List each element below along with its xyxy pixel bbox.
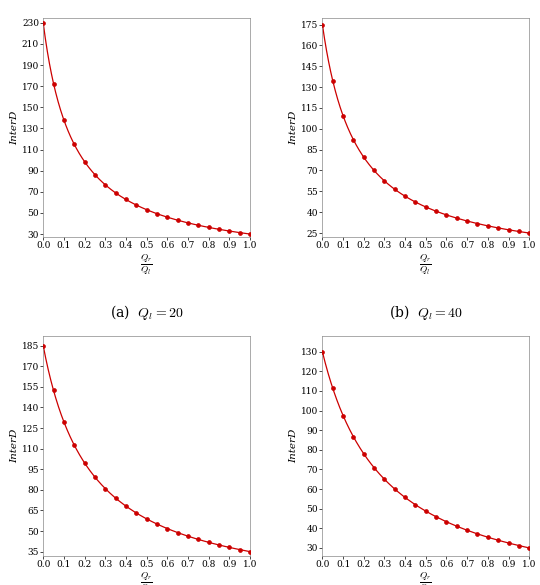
X-axis label: $\frac{Q_r}{Q_l}$: $\frac{Q_r}{Q_l}$ (140, 252, 153, 277)
Y-axis label: InterD: InterD (289, 110, 298, 144)
Text: (b)  $Q_l = 40$: (b) $Q_l = 40$ (389, 303, 463, 322)
X-axis label: $\frac{Q_r}{Q_l}$: $\frac{Q_r}{Q_l}$ (420, 570, 432, 585)
X-axis label: $\frac{Q_r}{Q_l}$: $\frac{Q_r}{Q_l}$ (140, 570, 153, 585)
Y-axis label: InterD: InterD (10, 110, 19, 144)
Y-axis label: InterD: InterD (289, 429, 298, 463)
Y-axis label: InterD: InterD (10, 429, 19, 463)
X-axis label: $\frac{Q_r}{Q_l}$: $\frac{Q_r}{Q_l}$ (420, 252, 432, 277)
Text: (a)  $Q_l = 20$: (a) $Q_l = 20$ (110, 303, 184, 322)
